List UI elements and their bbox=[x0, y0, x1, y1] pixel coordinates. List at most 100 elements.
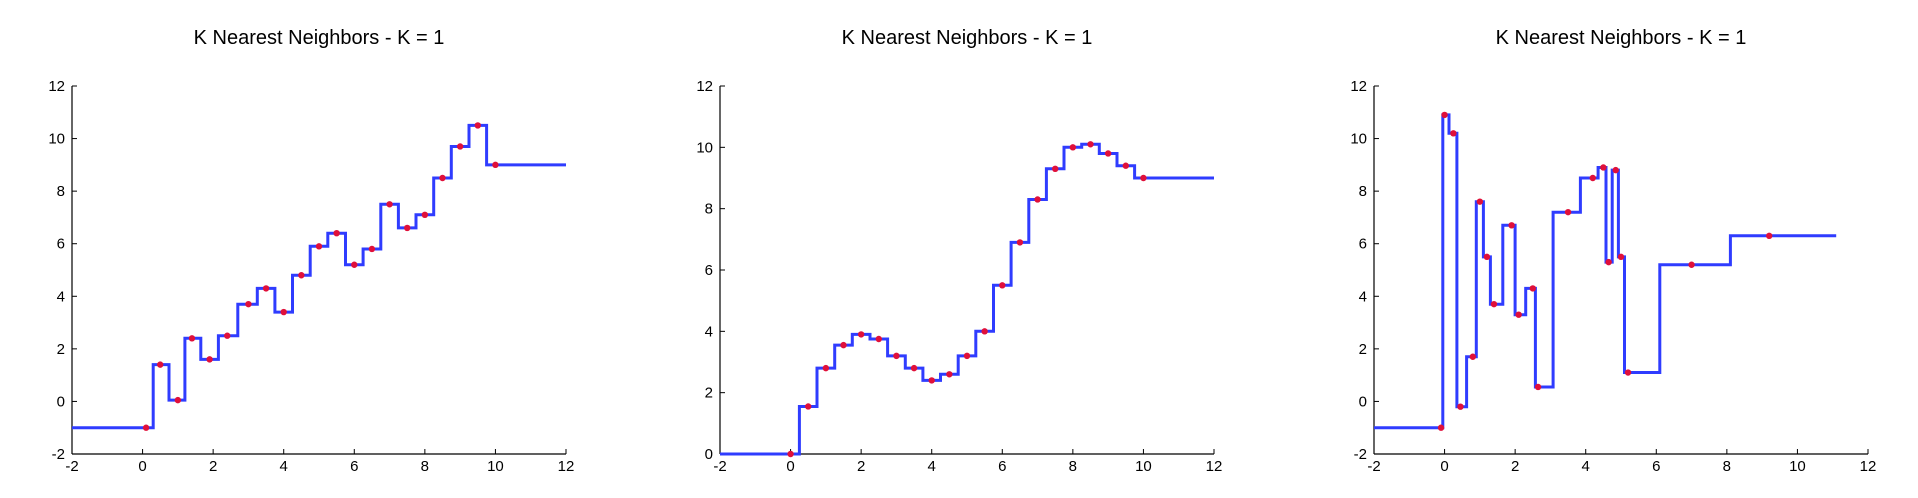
y-tick-label: 0 bbox=[57, 393, 65, 410]
data-point bbox=[893, 352, 900, 360]
x-tick-label: 8 bbox=[1723, 458, 1731, 475]
data-point bbox=[1515, 311, 1522, 318]
data-point bbox=[999, 282, 1006, 289]
y-tick-label: 4 bbox=[1359, 288, 1367, 305]
data-point bbox=[857, 331, 865, 338]
x-tick-label: 0 bbox=[786, 458, 794, 475]
x-tick-label: 10 bbox=[1135, 458, 1152, 475]
data-point bbox=[1441, 111, 1448, 119]
data-point bbox=[910, 364, 918, 372]
data-point bbox=[1052, 165, 1059, 172]
data-point bbox=[1564, 208, 1572, 216]
data-point bbox=[822, 364, 830, 372]
data-point bbox=[1069, 144, 1077, 151]
subplot-3: K Nearest Neighbors - K = 1 -2 0 2 4 6 8 10 12 -… bbox=[1350, 27, 1876, 475]
data-point bbox=[1589, 174, 1596, 182]
data-point bbox=[188, 335, 196, 342]
data-point bbox=[1450, 130, 1457, 137]
x-tick-label: 10 bbox=[487, 458, 504, 475]
data-point bbox=[386, 201, 393, 208]
data-point bbox=[1457, 403, 1464, 410]
data-point bbox=[421, 211, 429, 218]
y-tick-label: 4 bbox=[57, 288, 65, 305]
data-point bbox=[280, 308, 287, 316]
x-tick-label: 6 bbox=[1652, 458, 1660, 475]
x-tick-label: 12 bbox=[1860, 458, 1877, 475]
y-tick-label: 0 bbox=[705, 446, 713, 463]
data-point bbox=[1766, 232, 1773, 240]
chart-title: K Nearest Neighbors - K = 1 bbox=[194, 27, 445, 49]
x-tick-label: 6 bbox=[998, 458, 1006, 475]
data-point bbox=[262, 285, 270, 292]
data-point bbox=[1122, 162, 1129, 169]
data-point bbox=[1469, 353, 1477, 360]
y-tick-label: 12 bbox=[48, 78, 65, 95]
x-tick-label: 0 bbox=[1440, 458, 1448, 475]
y-tick-label: 6 bbox=[57, 236, 65, 253]
data-point bbox=[1490, 300, 1498, 308]
data-point bbox=[1605, 258, 1612, 266]
y-tick-label: 0 bbox=[1359, 393, 1367, 410]
data-point bbox=[1612, 166, 1619, 174]
data-point bbox=[1476, 198, 1484, 205]
data-point bbox=[1034, 196, 1041, 203]
y-tick-label: 2 bbox=[705, 385, 713, 402]
chart-title: K Nearest Neighbors - K = 1 bbox=[1496, 27, 1747, 49]
data-point bbox=[142, 424, 150, 431]
data-point bbox=[315, 243, 323, 250]
y-tick-label: 8 bbox=[705, 201, 713, 218]
x-tick-label: 8 bbox=[421, 458, 429, 475]
y-tick-label: 12 bbox=[1350, 78, 1367, 95]
y-tick-label: 10 bbox=[48, 131, 65, 148]
data-point bbox=[805, 403, 812, 410]
x-tick-label: 0 bbox=[138, 458, 146, 475]
x-tick-label: 12 bbox=[1206, 458, 1223, 475]
data-point bbox=[875, 335, 882, 343]
data-point bbox=[1140, 174, 1147, 182]
data-point bbox=[456, 143, 464, 150]
data-point bbox=[1600, 164, 1607, 171]
data-point bbox=[1483, 253, 1491, 261]
y-tick-label: 2 bbox=[1359, 341, 1367, 358]
data-point bbox=[224, 332, 231, 339]
data-point bbox=[368, 245, 376, 253]
y-tick-label: 10 bbox=[696, 139, 713, 156]
y-tick-label: -2 bbox=[1354, 446, 1367, 463]
data-point bbox=[1534, 383, 1542, 391]
data-point bbox=[1437, 424, 1445, 431]
x-tick-label: 4 bbox=[1582, 458, 1590, 475]
subplot-1: K Nearest Neighbors - K = 1 -2 0 2 4 6 8 10 12 -… bbox=[48, 27, 574, 475]
x-tick-label: 8 bbox=[1069, 458, 1077, 475]
data-point bbox=[1016, 239, 1024, 246]
knn-step-line bbox=[72, 123, 566, 430]
y-tick-label: 8 bbox=[1359, 183, 1367, 200]
subplot-2: K Nearest Neighbors - K = 1 -2 0 2 4 6 8 10 120… bbox=[696, 27, 1222, 475]
knn-step-line bbox=[1374, 113, 1837, 430]
data-point bbox=[298, 272, 305, 279]
x-tick-label: 12 bbox=[558, 458, 575, 475]
data-point bbox=[981, 328, 988, 335]
y-tick-label: 6 bbox=[1359, 236, 1367, 253]
data-point bbox=[351, 261, 358, 268]
x-tick-label: 4 bbox=[280, 458, 288, 475]
data-point bbox=[333, 230, 340, 237]
data-point bbox=[492, 161, 499, 169]
x-tick-label: -2 bbox=[713, 458, 726, 475]
chart-title: K Nearest Neighbors - K = 1 bbox=[842, 27, 1093, 49]
x-tick-label: -2 bbox=[1367, 458, 1380, 475]
data-point bbox=[245, 300, 252, 308]
data-point bbox=[963, 352, 971, 360]
data-point bbox=[157, 361, 164, 368]
x-tick-label: 2 bbox=[857, 458, 865, 475]
data-point bbox=[174, 396, 182, 404]
x-tick-label: 4 bbox=[928, 458, 936, 475]
y-tick-label: 4 bbox=[705, 323, 713, 340]
x-tick-label: 2 bbox=[1511, 458, 1519, 475]
data-point bbox=[404, 224, 411, 232]
x-tick-label: 10 bbox=[1789, 458, 1806, 475]
y-tick-label: -2 bbox=[52, 446, 65, 463]
data-point bbox=[1087, 141, 1094, 148]
data-point bbox=[840, 341, 847, 349]
data-point bbox=[928, 377, 935, 384]
